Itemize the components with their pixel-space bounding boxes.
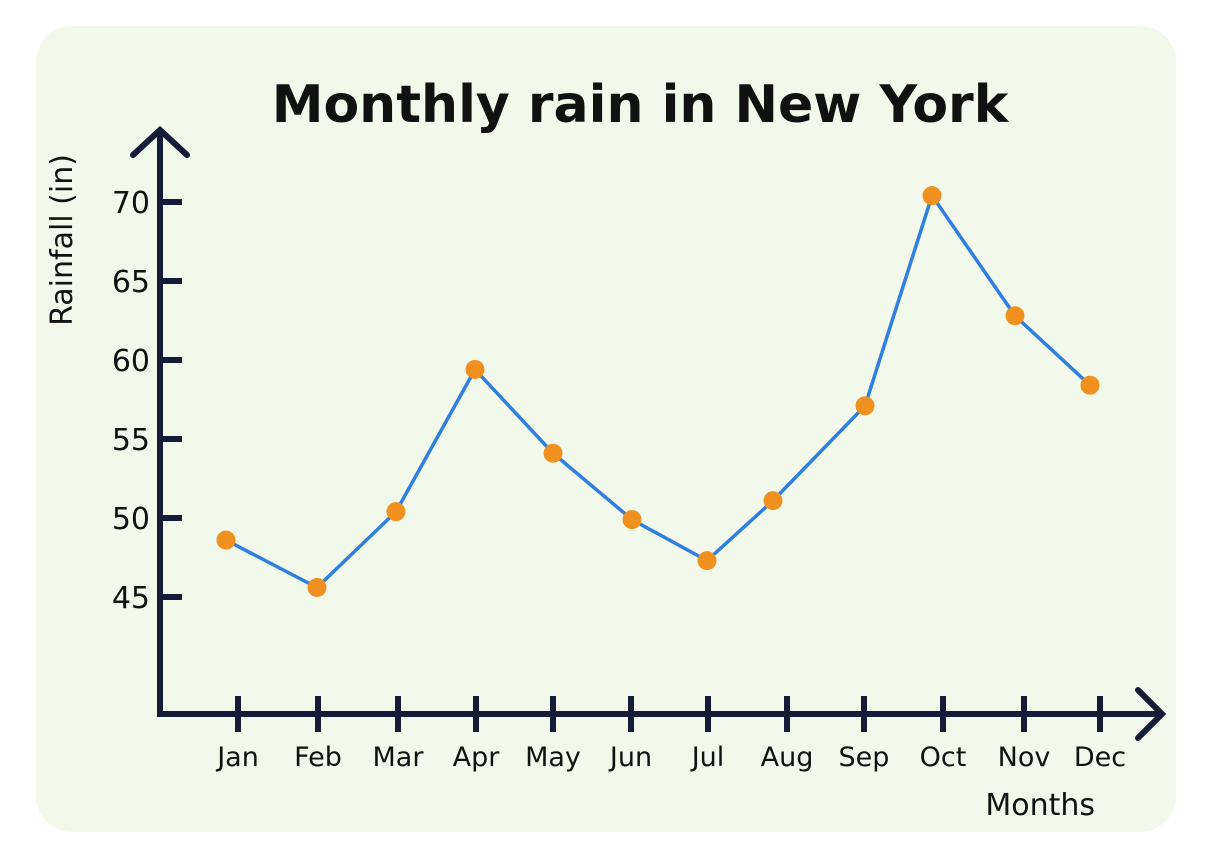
x-tick-label: Mar	[373, 742, 425, 773]
x-tick-label: Jan	[215, 742, 259, 773]
data-point	[543, 443, 563, 463]
data-point	[216, 530, 236, 550]
series-line	[225, 191, 1092, 590]
x-tick-label: Sep	[839, 742, 890, 773]
y-tick-label: 65	[112, 265, 150, 300]
x-tick-label: Aug	[761, 742, 814, 773]
x-axis-arrow	[1135, 687, 1167, 741]
data-point	[622, 510, 642, 530]
data-point	[307, 578, 327, 598]
x-tick-label: May	[525, 742, 581, 773]
data-point	[697, 551, 717, 571]
x-tick-label: Oct	[920, 742, 967, 773]
chart-background	[36, 26, 1176, 832]
y-tick-label: 50	[112, 502, 150, 537]
data-point	[465, 359, 485, 379]
x-axis-label: Months	[985, 788, 1095, 823]
x-tick-label: Dec	[1074, 742, 1126, 773]
data-point	[1080, 375, 1100, 395]
y-axis-label: Rainfall (in)	[45, 154, 80, 326]
data-point	[855, 396, 875, 416]
data-point	[763, 491, 783, 511]
x-tick-label: Feb	[294, 742, 342, 773]
y-tick-label: 55	[112, 423, 150, 458]
data-point	[1005, 306, 1025, 326]
x-tick-label: Jul	[690, 742, 725, 773]
x-tick-label: Apr	[453, 742, 501, 773]
x-tick-label: Jun	[608, 742, 652, 773]
x-tick-label: Nov	[998, 742, 1051, 773]
y-tick-label: 45	[112, 581, 150, 616]
y-axis-arrow	[130, 125, 190, 158]
data-point	[922, 186, 942, 206]
y-tick-label: 70	[112, 186, 150, 221]
chart-title: Monthly rain in New York	[272, 75, 1010, 135]
y-tick-label: 60	[112, 344, 150, 379]
data-point	[386, 502, 406, 522]
